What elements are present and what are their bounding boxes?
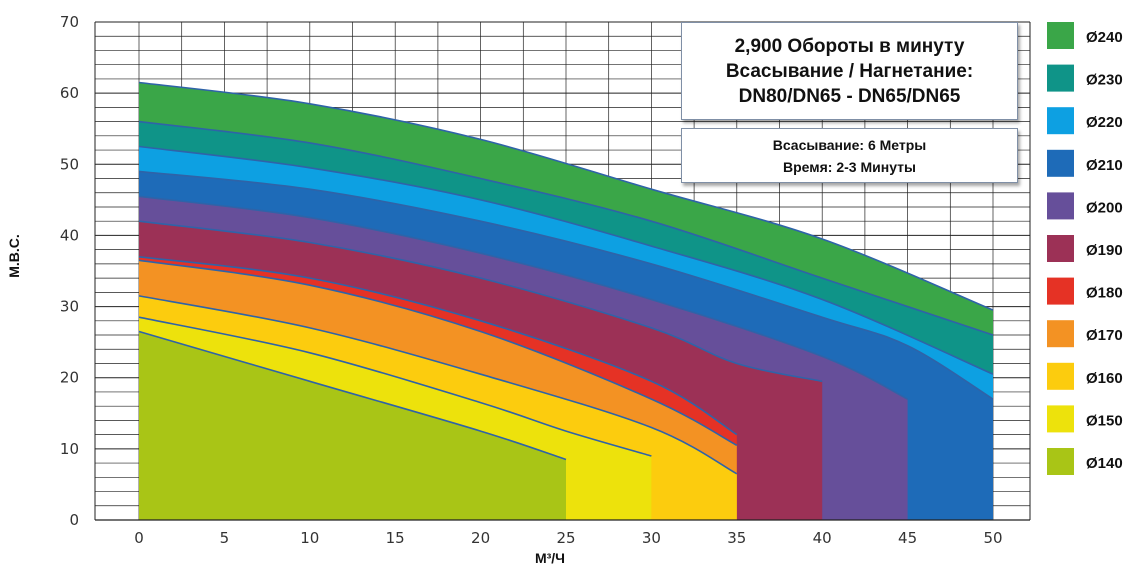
info-line-time: Время: 2-3 Минуты (783, 158, 916, 175)
x-tick-label: 25 (556, 529, 575, 547)
curve-Ø160 (138, 295, 738, 475)
curve-Ø210 (138, 170, 994, 400)
area-layer (139, 82, 993, 521)
x-tick-label: 5 (220, 529, 230, 547)
info-line-rpm: 2,900 Обороты в минуту (734, 35, 965, 57)
curve-Ø170 (138, 259, 738, 447)
legend-swatch (1047, 149, 1074, 177)
legend-label: Ø210 (1086, 157, 1123, 174)
legend-label: Ø200 (1086, 199, 1123, 216)
legend-swatch (1047, 192, 1074, 220)
area-Ø140 (139, 331, 566, 520)
y-tick-label: 0 (69, 511, 79, 529)
info-line-suction: Всасывание: 6 Метры (772, 136, 927, 153)
curve-Ø200 (138, 195, 908, 400)
x-axis-title: М³/Ч (535, 550, 565, 566)
legend-label: Ø160 (1086, 370, 1123, 387)
curve-line-layer (138, 81, 994, 475)
y-tick-label: 30 (60, 298, 79, 316)
legend-swatch (1047, 107, 1074, 135)
y-tick-label: 60 (60, 84, 79, 102)
y-tick-label: 20 (60, 369, 79, 387)
x-tick-label: 10 (300, 529, 319, 547)
legend-label: Ø240 (1086, 29, 1123, 46)
legend-swatch (1047, 362, 1074, 390)
legend-swatch (1047, 235, 1074, 262)
info-box-main: 2,900 Обороты в минуту Всасывание / Нагн… (681, 22, 1018, 120)
y-tick-label: 40 (60, 226, 79, 244)
x-tick-label: 0 (134, 529, 144, 547)
legend: Ø240 Ø230 Ø220 Ø210 Ø200 Ø190 Ø180 Ø170 Ø160 Ø150… (1047, 22, 1123, 475)
curve-Ø140 (138, 330, 567, 461)
x-tick-label: 45 (898, 529, 917, 547)
x-tick-label: 35 (727, 529, 746, 547)
x-tick-label: 40 (813, 529, 832, 547)
curve-Ø180 (138, 256, 738, 436)
legend-swatch (1047, 448, 1074, 475)
y-axis-title: М.В.С. (6, 234, 22, 278)
legend-swatch (1047, 277, 1074, 305)
legend-swatch (1047, 22, 1074, 49)
legend-label: Ø220 (1086, 114, 1123, 131)
curve-Ø220 (138, 145, 994, 375)
legend-swatch (1047, 64, 1074, 92)
axis-layer: 0 10 20 30 40 50 60 70 0 5 10 15 20 25 30 35 40 45 50 (60, 13, 1030, 547)
curve-Ø230 (138, 120, 994, 336)
x-tick-label: 20 (471, 529, 490, 547)
legend-label: Ø140 (1086, 455, 1123, 472)
y-tick-label: 50 (60, 155, 79, 173)
legend-label: Ø230 (1086, 72, 1123, 89)
legend-swatch (1047, 405, 1074, 433)
x-tick-label: 15 (386, 529, 405, 547)
y-tick-label: 70 (60, 13, 79, 31)
legend-label: Ø150 (1086, 412, 1123, 429)
x-tick-label: 50 (983, 529, 1002, 547)
y-tick-label: 10 (60, 440, 79, 458)
info-box-sub: Всасывание: 6 Метры Время: 2-3 Минуты (681, 128, 1018, 183)
x-tick-label: 30 (642, 529, 661, 547)
curve-Ø150 (138, 316, 652, 457)
info-line-dn: DN80/DN65 - DN65/DN65 (738, 85, 961, 107)
curve-Ø240 (138, 81, 994, 311)
info-line-connection: Всасывание / Нагнетание: (725, 60, 974, 82)
legend-label: Ø190 (1086, 242, 1123, 259)
legend-swatch (1047, 320, 1074, 348)
legend-label: Ø170 (1086, 327, 1123, 344)
curve-Ø190 (138, 220, 823, 383)
legend-label: Ø180 (1086, 285, 1123, 302)
